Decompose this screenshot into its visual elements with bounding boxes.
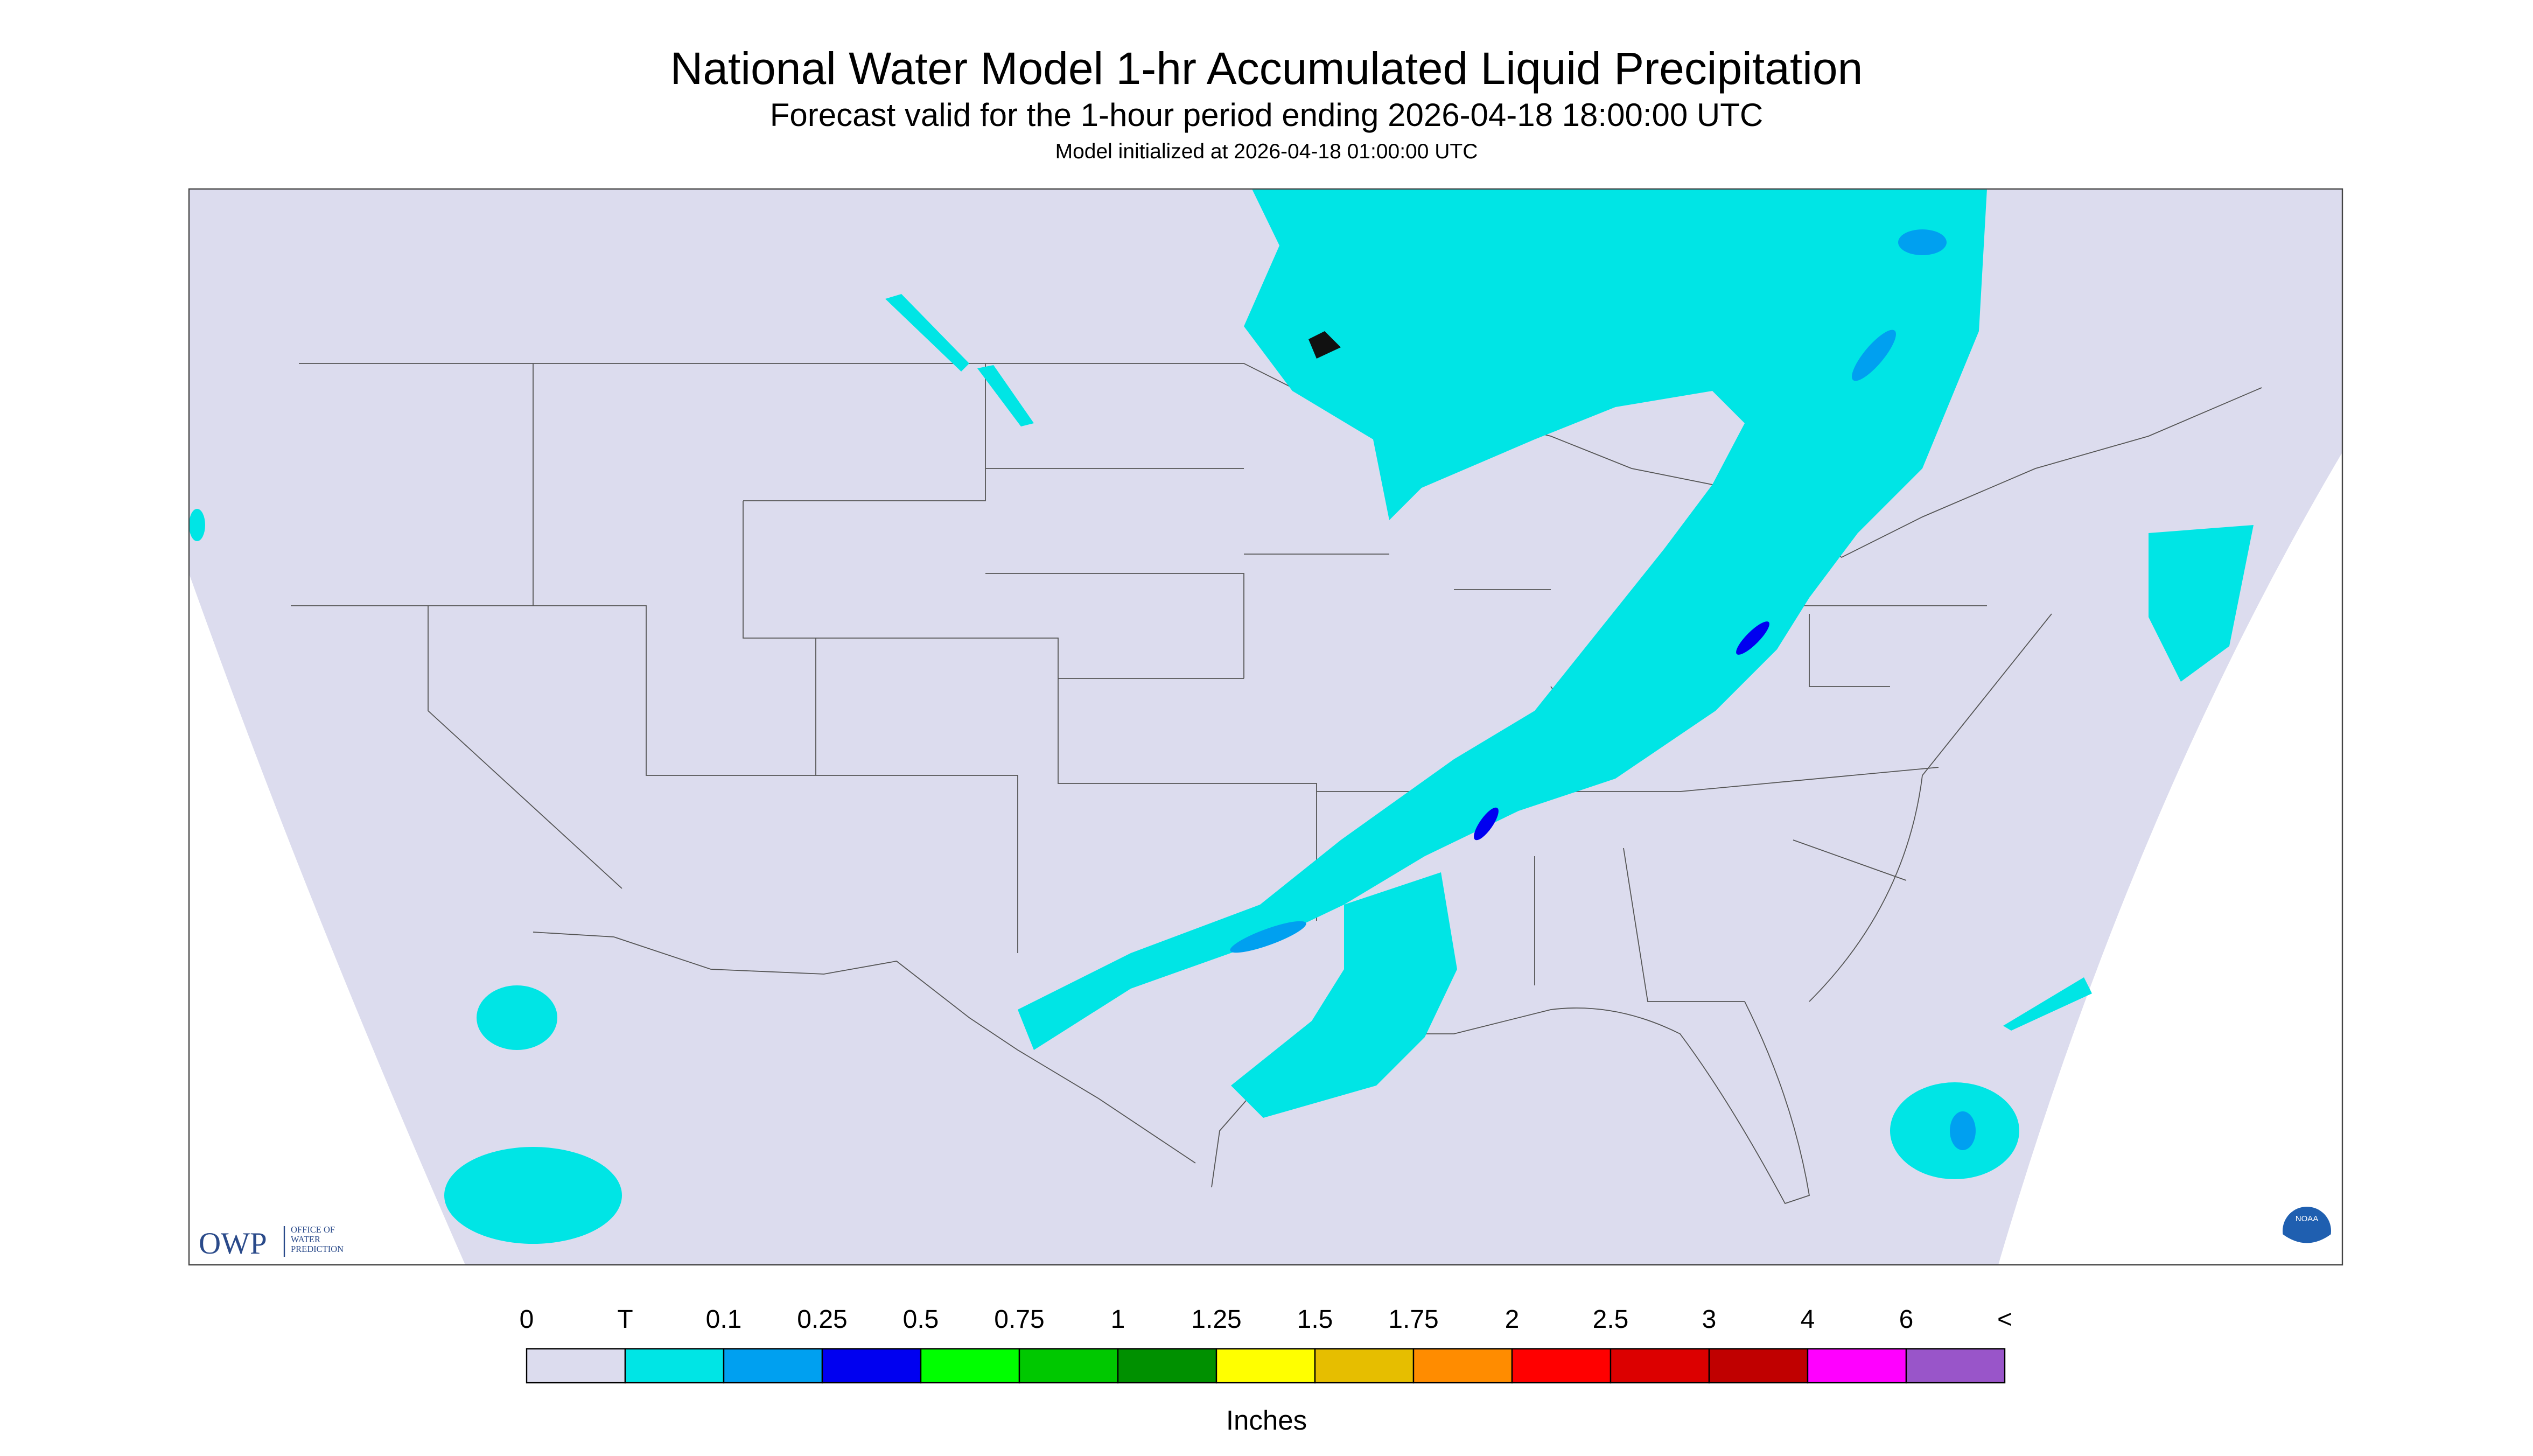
legend-swatch <box>821 1348 922 1384</box>
legend-swatch <box>1018 1348 1119 1384</box>
legend-swatch <box>1905 1348 2006 1384</box>
legend-label: 1 <box>1111 1305 1125 1334</box>
legend-swatch <box>1708 1348 1809 1384</box>
legend-label: 4 <box>1801 1305 1815 1334</box>
legend: 0 T 0.1 0.25 0.5 0.75 1 1.25 1.5 1.75 2 2.5 3 4 6 < <box>520 1305 2012 1384</box>
owp-logo-line: WATER <box>291 1234 320 1244</box>
owp-logo: OWP <box>199 1227 267 1261</box>
legend-label: 0.75 <box>994 1305 1044 1334</box>
noaa-text: NOAA <box>2296 1214 2319 1223</box>
legend-swatch <box>723 1348 823 1384</box>
legend-units: Inches <box>1226 1405 1307 1436</box>
legend-label: < <box>1997 1305 2012 1334</box>
legend-label: 1.5 <box>1297 1305 1333 1334</box>
legend-swatch <box>1215 1348 1316 1384</box>
legend-label: 1.25 <box>1191 1305 1241 1334</box>
legend-swatch <box>1412 1348 1513 1384</box>
title: National Water Model 1-hr Accumulated Li… <box>670 43 1863 94</box>
legend-swatch <box>526 1348 626 1384</box>
legend-label: 2 <box>1505 1305 1520 1334</box>
legend-label: 6 <box>1899 1305 1914 1334</box>
legend-label: 0.1 <box>706 1305 742 1334</box>
legend-swatch <box>1610 1348 1710 1384</box>
legend-swatch <box>624 1348 725 1384</box>
legend-swatch <box>1511 1348 1612 1384</box>
legend-swatch <box>1117 1348 1217 1384</box>
legend-label: 1.75 <box>1388 1305 1438 1334</box>
map-frame <box>188 188 2343 1266</box>
legend-label: 0 <box>520 1305 534 1334</box>
legend-label: 0.25 <box>797 1305 847 1334</box>
owp-logo-line: PREDICTION <box>291 1244 344 1254</box>
lake-detail <box>1309 331 1341 359</box>
legend-swatch <box>1807 1348 1907 1384</box>
legend-swatch <box>920 1348 1020 1384</box>
init-time: Model initialized at 2026-04-18 01:00:00… <box>1055 140 1478 163</box>
legend-label: 2.5 <box>1593 1305 1629 1334</box>
legend-swatch <box>1314 1348 1415 1384</box>
owp-logo-line: OFFICE OF <box>291 1224 335 1235</box>
precipitation <box>189 189 2254 1244</box>
noaa-wave <box>2283 1234 2331 1259</box>
legend-label: 0.5 <box>903 1305 939 1334</box>
subtitle: Forecast valid for the 1-hour period end… <box>770 97 1763 133</box>
legend-label: 3 <box>1702 1305 1717 1334</box>
legend-label: T <box>617 1305 633 1334</box>
